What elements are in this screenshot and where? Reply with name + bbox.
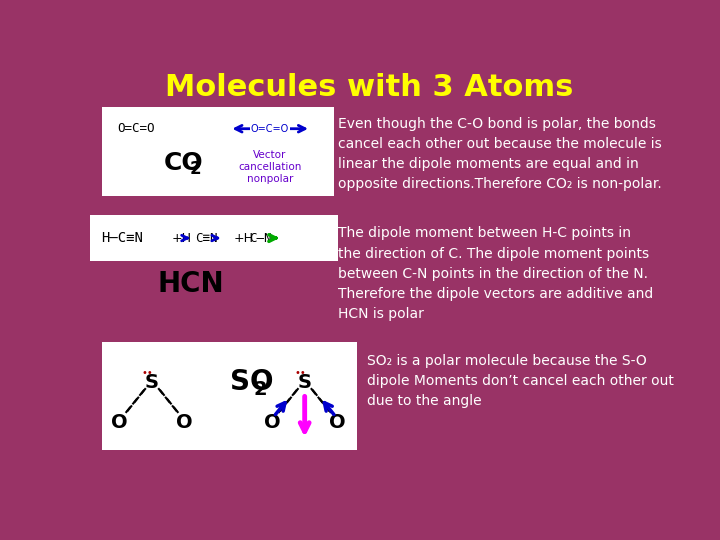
Text: +H: +H [233, 232, 253, 245]
Text: SO₂ is a polar molecule because the S-O
dipole Moments don’t cancel each other o: SO₂ is a polar molecule because the S-O … [367, 354, 675, 408]
Text: H–C≡N: H–C≡N [102, 231, 143, 245]
Text: S: S [145, 373, 159, 392]
Text: Vector
cancellation
nonpolar: Vector cancellation nonpolar [238, 150, 302, 184]
Text: O=C=O: O=C=O [251, 124, 289, 134]
Text: C–N: C–N [249, 232, 271, 245]
Text: O: O [176, 413, 193, 431]
Text: O: O [329, 413, 346, 431]
Text: 2: 2 [189, 160, 201, 178]
Text: +H: +H [171, 232, 192, 245]
Text: O: O [111, 413, 127, 431]
Text: HCN: HCN [158, 270, 224, 298]
Text: S: S [297, 373, 312, 392]
Text: Even though the C-O bond is polar, the bonds
cancel each other out because the m: Even though the C-O bond is polar, the b… [338, 117, 662, 191]
Text: ••: •• [141, 368, 153, 378]
FancyBboxPatch shape [102, 107, 334, 195]
Text: Molecules with 3 Atoms: Molecules with 3 Atoms [165, 73, 573, 103]
Text: CO: CO [163, 151, 203, 174]
Text: O: O [264, 413, 280, 431]
Text: 2: 2 [253, 380, 267, 399]
FancyBboxPatch shape [90, 215, 338, 261]
Text: C≡N: C≡N [194, 232, 217, 245]
Text: O=C=O: O=C=O [117, 122, 155, 135]
Text: SO: SO [230, 368, 273, 396]
Text: ••: •• [294, 368, 306, 378]
Text: The dipole moment between H-C points in
the direction of C. The dipole moment po: The dipole moment between H-C points in … [338, 226, 653, 321]
FancyBboxPatch shape [102, 342, 357, 450]
